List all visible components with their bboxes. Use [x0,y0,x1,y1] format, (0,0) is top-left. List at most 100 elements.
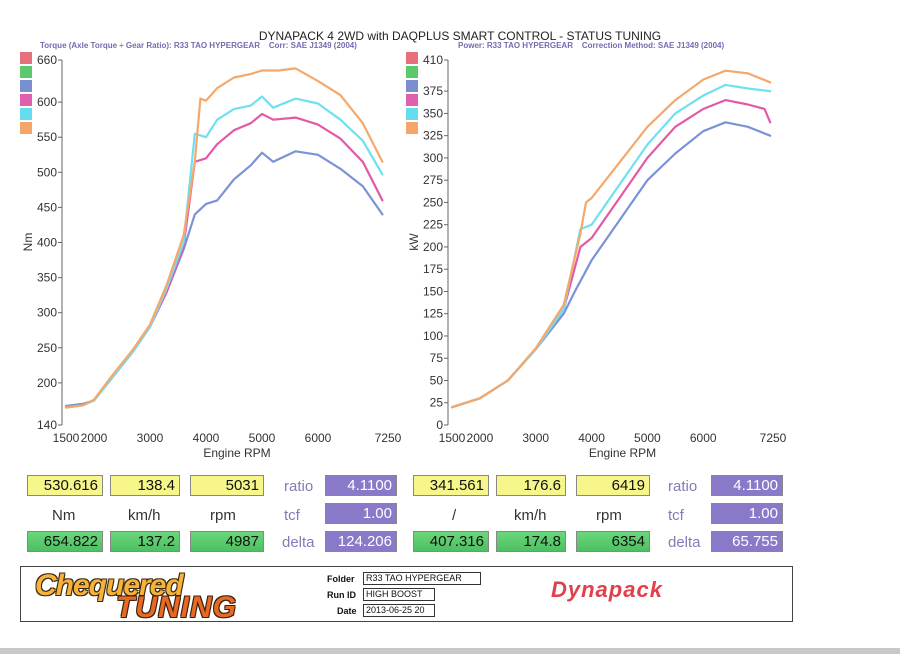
right-x-tick-label: 5000 [634,431,661,445]
right-y-tick-label: 50 [430,373,444,387]
right-series-line-pink [450,99,772,409]
left-y-tick-label: 500 [37,165,57,179]
left-y-tick-label: 200 [37,376,57,390]
right-y-tick-label: 300 [423,151,443,165]
legend-swatch-red [406,52,418,64]
chart-header-title: DYNAPACK 4 2WD with DAQPLUS SMART CONTRO… [258,29,662,43]
right-y-tick-label: 25 [430,396,444,410]
left-y-tick-label: 660 [37,53,57,67]
ratio-value: 4.1100 [325,475,397,496]
left-chart-subtitle: Torque (Axle Torque ÷ Gear Ratio): R33 T… [40,41,357,50]
left-x-tick-label: 6000 [305,431,332,445]
speed-unit-label: km/h [128,507,161,524]
right-y-tick-label: 175 [423,262,443,276]
run-id-field: HIGH BOOST [363,588,435,601]
left-y-tick-label: 600 [37,95,57,109]
speed-readout: 138.4 [110,475,180,496]
right-y-tick-label: 410 [423,53,443,67]
legend-swatch-red [20,52,32,64]
tcf-value: 1.00 [711,503,783,524]
left-y-tick-label: 300 [37,306,57,320]
legend-swatch-cyan [20,108,32,120]
tcf-label: tcf [668,507,684,524]
left-y-tick-label: 550 [37,130,57,144]
left-x-axis-label: Engine RPM [203,446,270,460]
right-y-tick-label: 200 [423,240,443,254]
tcf-label: tcf [284,507,300,524]
left-series-line-blue [64,150,384,408]
rpm-readout-2: 6354 [576,531,650,552]
ratio-value: 4.1100 [711,475,783,496]
right-x-tick-label: 4000 [578,431,605,445]
right-y-tick-label: 275 [423,173,443,187]
left-x-tick-label: 3000 [137,431,164,445]
left-y-tick-label: 400 [37,236,57,250]
speed-readout-2: 174.8 [496,531,566,552]
left-series-line-cyan [64,95,384,409]
page-bottom-edge [0,648,900,654]
right-series-line-blue [450,121,772,409]
delta-label: delta [282,534,315,551]
right-y-tick-label: 350 [423,106,443,120]
rpm-readout: 6419 [576,475,650,496]
right-x-tick-label: 2000 [467,431,494,445]
legend-swatch-orange [406,122,418,134]
date-label: Date [337,606,357,616]
folder-label: Folder [327,574,355,584]
left-x-tick-label: 2000 [81,431,108,445]
left-series-line-pink [64,112,384,409]
right-x-tick-label: 6000 [690,431,717,445]
right-y-tick-label: 100 [423,329,443,343]
left-series-line-orange [64,67,384,409]
legend-swatch-pink [406,94,418,106]
right-y-tick-label: 325 [423,129,443,143]
right-series-line-orange [450,69,772,409]
right-y-tick-label: 250 [423,195,443,209]
right-x-tick-label: 3000 [522,431,549,445]
legend-swatch-blue [20,80,32,92]
power-readout-2: 407.316 [413,531,489,552]
legend-swatch-blue [406,80,418,92]
right-y-tick-label: 125 [423,307,443,321]
left-y-tick-label: 450 [37,200,57,214]
power-unit-label: / [452,507,457,524]
right-chart-subtitle: Power: R33 TAO HYPERGEAR Correction Meth… [458,41,725,50]
left-y-axis-label: Nm [21,233,35,252]
ratio-label: ratio [668,478,698,495]
speed-unit-label: km/h [514,507,547,524]
legend-swatch-green [20,66,32,78]
right-legend [406,52,418,134]
date-field: 2013-06-25 20 [363,604,435,617]
folder-field: R33 TAO HYPERGEAR [363,572,481,585]
speed-readout: 176.6 [496,475,566,496]
torque-readout-2: 654.822 [27,531,103,552]
right-y-tick-label: 75 [430,351,444,365]
footer-panel: Chequered TUNING Folder R33 TAO HYPERGEA… [20,566,793,624]
left-x-tick-label: 5000 [249,431,276,445]
delta-value: 124.206 [325,531,397,552]
delta-value: 65.755 [711,531,783,552]
torque-readout: 530.616 [27,475,103,496]
legend-swatch-cyan [406,108,418,120]
tcf-value: 1.00 [325,503,397,524]
speed-readout-2: 137.2 [110,531,180,552]
right-y-tick-label: 225 [423,218,443,232]
torque-unit-label: Nm [52,507,76,524]
left-x-tick-label: 7250 [375,431,402,445]
left-y-tick-label: 140 [37,418,57,432]
right-series-line-cyan [450,83,772,409]
left-y-tick-label: 250 [37,341,57,355]
legend-swatch-green [406,66,418,78]
run-id-label: Run ID [327,590,356,600]
right-y-tick-label: 150 [423,284,443,298]
left-legend [20,52,32,134]
left-x-tick-label: 1500 [53,431,80,445]
left-x-tick-label: 4000 [193,431,220,445]
right-y-tick-label: 0 [436,418,443,432]
right-y-tick-label: 375 [423,84,443,98]
chequered-tuning-logo: Chequered TUNING [35,569,237,624]
ratio-label: ratio [284,478,314,495]
rpm-readout: 5031 [190,475,264,496]
